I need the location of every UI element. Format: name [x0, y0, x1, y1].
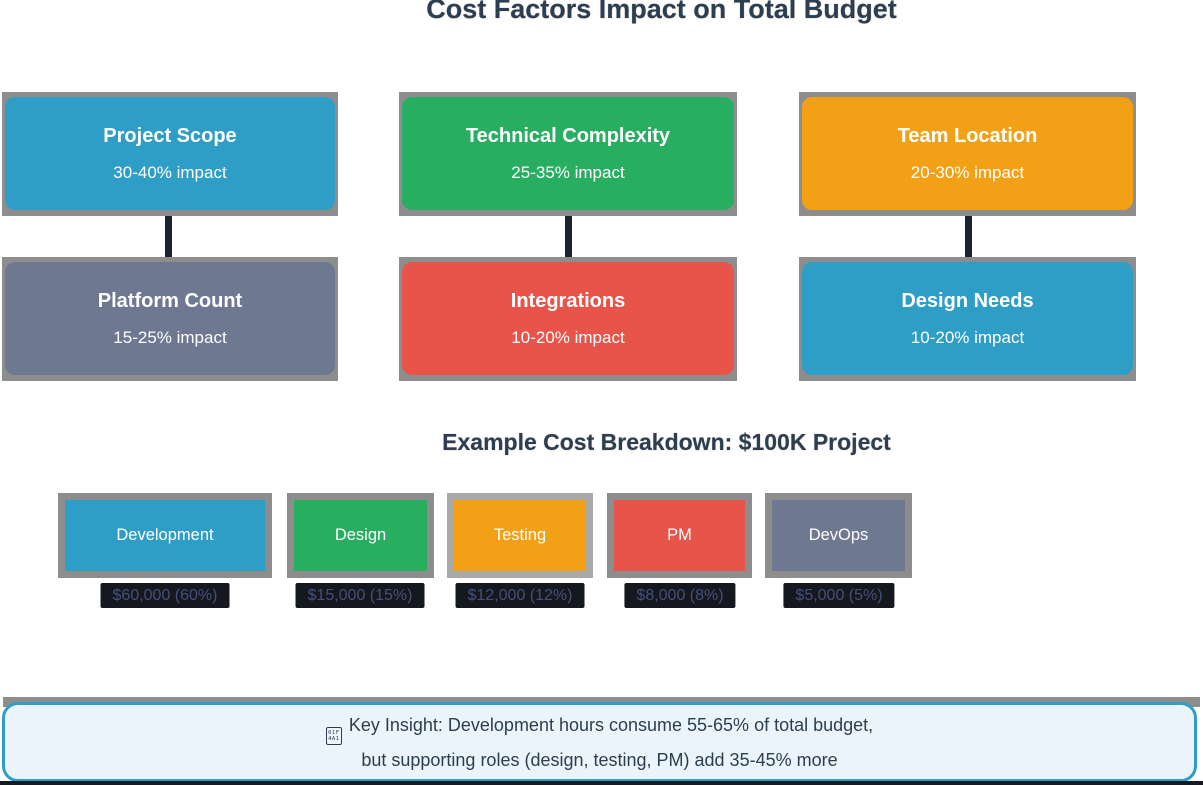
factor-impact: 10-20% impact — [511, 327, 625, 347]
bottom-edge-bar — [0, 781, 1203, 785]
glyph-hex-bottom: 4A1 — [328, 735, 340, 742]
factor-box-project-scope: Project Scope 30-40% impact — [2, 92, 338, 216]
factor-impact: 10-20% impact — [910, 327, 1025, 347]
breakdown-title: Example Cost Breakdown: $100K Project — [442, 429, 891, 455]
breakdown-box-testing: Testing — [447, 493, 593, 578]
factor-label: Integrations — [510, 289, 626, 312]
breakdown-label: DevOps — [772, 500, 905, 571]
factor-box-fill: Project Scope 30-40% impact — [5, 97, 335, 210]
insight-text-line1: Key Insight: Development hours consume 5… — [348, 714, 874, 735]
breakdown-amount-design: $15,000 (15%) — [295, 583, 425, 608]
insight-line-1: 01F 4A1 Key Insight: Development hours c… — [325, 710, 874, 745]
breakdown-amount-devops: $5,000 (5%) — [783, 583, 895, 608]
factor-box-technical-complexity: Technical Complexity 25-35% impact — [399, 92, 737, 216]
breakdown-box-pm: PM — [607, 493, 752, 578]
factor-box-fill: Team Location 20-30% impact — [802, 97, 1133, 210]
factor-box-design-needs: Design Needs 10-20% impact — [799, 257, 1136, 381]
factor-box-fill: Technical Complexity 25-35% impact — [402, 97, 734, 210]
connector-line-right — [965, 212, 972, 262]
factor-impact: 30-40% impact — [113, 162, 227, 182]
factor-box-team-location: Team Location 20-30% impact — [799, 92, 1136, 216]
connector-line-center — [565, 212, 572, 262]
key-insight-panel: 01F 4A1 Key Insight: Development hours c… — [2, 702, 1197, 782]
factor-box-fill: Integrations 10-20% impact — [402, 262, 734, 375]
breakdown-label: Development — [65, 500, 265, 571]
factor-box-fill: Design Needs 10-20% impact — [802, 262, 1133, 375]
factor-label: Platform Count — [97, 289, 243, 312]
breakdown-amount-testing: $12,000 (12%) — [455, 583, 585, 608]
breakdown-label: Design — [294, 500, 427, 571]
breakdown-label: PM — [614, 500, 745, 571]
breakdown-box-design: Design — [287, 493, 434, 578]
factor-impact: 15-25% impact — [113, 327, 227, 347]
breakdown-box-development: Development — [58, 493, 272, 578]
breakdown-amount-development: $60,000 (60%) — [100, 583, 230, 608]
lightbulb-missing-glyph-icon: 01F 4A1 — [325, 726, 342, 745]
factor-label: Project Scope — [103, 124, 237, 147]
connector-line-left — [165, 212, 172, 262]
factor-label: Technical Complexity — [465, 124, 671, 147]
factor-box-fill: Platform Count 15-25% impact — [5, 262, 335, 375]
breakdown-label: Testing — [454, 500, 586, 571]
glyph-hex-top: 01F — [328, 729, 340, 736]
breakdown-amount-pm: $8,000 (8%) — [624, 583, 736, 608]
factor-box-platform-count: Platform Count 15-25% impact — [2, 257, 338, 381]
factor-impact: 20-30% impact — [910, 162, 1025, 182]
insight-line-2: but supporting roles (design, testing, P… — [361, 749, 838, 770]
factor-label: Design Needs — [901, 289, 1034, 312]
factor-impact: 25-35% impact — [511, 162, 625, 182]
factor-label: Team Location — [897, 124, 1038, 147]
factor-box-integrations: Integrations 10-20% impact — [399, 257, 737, 381]
breakdown-box-devops: DevOps — [765, 493, 912, 578]
diagram-title: Cost Factors Impact on Total Budget — [426, 0, 897, 24]
